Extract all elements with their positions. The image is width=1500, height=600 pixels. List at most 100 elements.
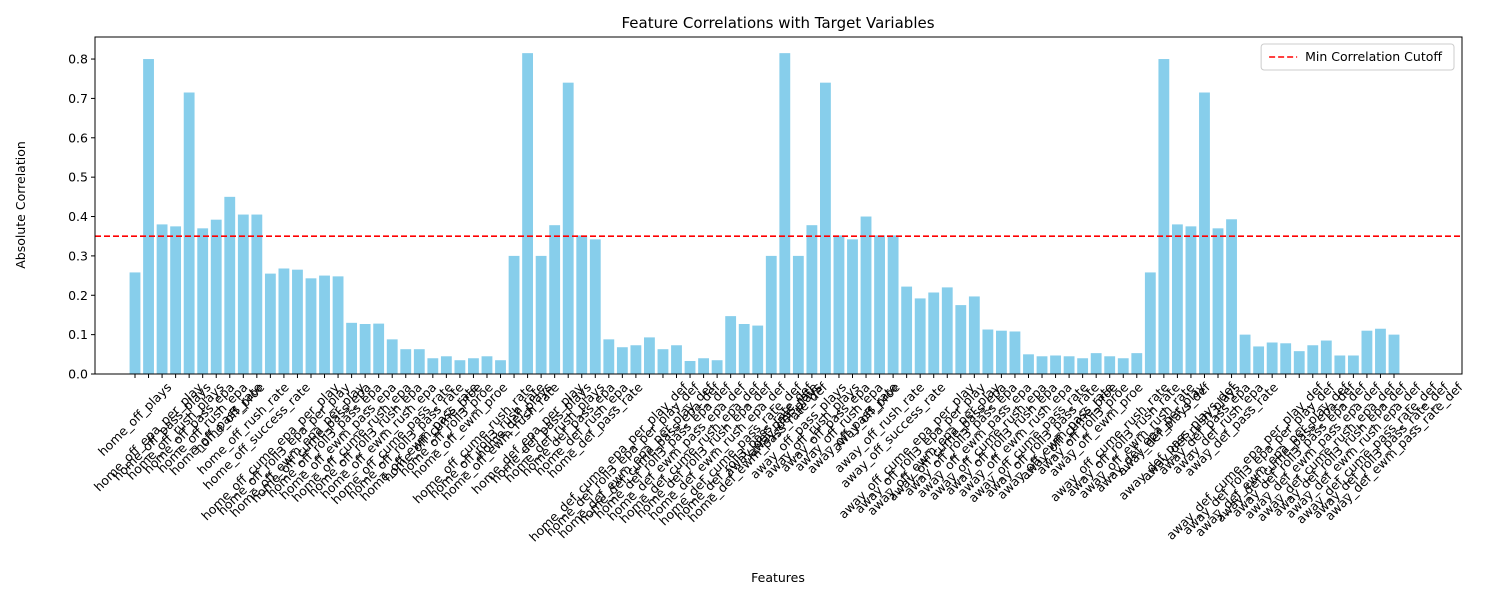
bar (779, 53, 791, 374)
bar (671, 345, 682, 374)
bar (1266, 342, 1278, 374)
bar (806, 225, 818, 374)
bar (1388, 334, 1400, 374)
bar (454, 360, 466, 374)
bar (820, 82, 831, 375)
bar (725, 316, 737, 374)
bar (1104, 356, 1116, 374)
bar (562, 82, 574, 375)
y-tick-label: 0.2 (68, 288, 88, 303)
bar (1347, 355, 1359, 374)
bar (156, 224, 168, 374)
bar (1144, 272, 1156, 374)
bar (468, 358, 479, 374)
bar (792, 255, 804, 374)
bar (752, 325, 764, 374)
bar (143, 59, 154, 375)
bar (251, 214, 263, 374)
bar (1226, 219, 1237, 374)
bar (373, 323, 385, 374)
bar (1077, 358, 1089, 374)
bar (644, 337, 655, 374)
bar (319, 275, 330, 374)
chart-title: Feature Correlations with Target Variabl… (621, 14, 934, 32)
bar (914, 298, 926, 374)
bar (1023, 354, 1034, 374)
bar (535, 255, 547, 374)
bar (765, 255, 777, 374)
bar (549, 225, 561, 374)
bar (616, 347, 628, 374)
bar (170, 226, 182, 374)
bar (995, 330, 1007, 374)
bar (941, 287, 953, 374)
bar (346, 322, 358, 374)
bar (928, 292, 940, 374)
bar (197, 228, 209, 374)
bar (1063, 356, 1075, 374)
bar (860, 216, 872, 374)
bar (1307, 345, 1319, 374)
bar (982, 329, 994, 374)
bar (1199, 92, 1210, 375)
bar (129, 272, 141, 374)
y-tick-label: 0.3 (68, 248, 88, 263)
bar (968, 296, 980, 374)
bar (400, 349, 412, 374)
bar (657, 349, 669, 374)
y-tick-label: 0.5 (68, 170, 88, 185)
bar (1320, 340, 1332, 374)
bar (955, 305, 967, 374)
bar (264, 273, 276, 374)
bar (1293, 351, 1305, 374)
bar (887, 235, 899, 374)
bar (359, 324, 371, 374)
bar (237, 214, 249, 374)
bar (589, 239, 601, 374)
y-tick-label: 0.0 (68, 367, 88, 382)
bar (1375, 328, 1386, 374)
bar (440, 356, 452, 374)
bar (576, 235, 588, 374)
y-tick-label: 0.6 (68, 130, 88, 145)
y-tick-label: 0.8 (68, 52, 88, 67)
y-axis-label: Absolute Correlation (13, 141, 28, 269)
bar (210, 219, 222, 374)
bar (224, 196, 236, 374)
legend-label: Min Correlation Cutoff (1305, 49, 1442, 64)
bar (1050, 355, 1061, 374)
bar (1239, 334, 1251, 374)
axes-frame (94, 36, 1463, 375)
bar (1280, 343, 1292, 374)
bar (1131, 353, 1143, 374)
bar (495, 360, 506, 374)
bar (413, 349, 425, 374)
bar (738, 324, 750, 374)
bar (508, 255, 520, 374)
y-tick-label: 0.1 (68, 327, 88, 342)
bar (684, 361, 696, 374)
bar (698, 358, 709, 374)
bar (1117, 358, 1129, 374)
bar (1253, 346, 1265, 374)
bar (481, 356, 493, 374)
bar (847, 239, 858, 374)
bar (874, 235, 885, 374)
y-tick-label: 0.7 (68, 91, 88, 106)
bar (1009, 331, 1021, 374)
bar (630, 345, 642, 374)
bar (522, 53, 534, 374)
bar (603, 339, 615, 374)
legend: Min Correlation Cutoff (1260, 43, 1455, 71)
bar (183, 92, 195, 375)
legend-box (1260, 43, 1455, 71)
bar (1036, 356, 1048, 374)
bar (1171, 224, 1183, 374)
bar (1212, 228, 1224, 374)
bar (1361, 330, 1373, 374)
bar (386, 339, 398, 374)
bar (1090, 353, 1102, 374)
bar (278, 268, 290, 374)
